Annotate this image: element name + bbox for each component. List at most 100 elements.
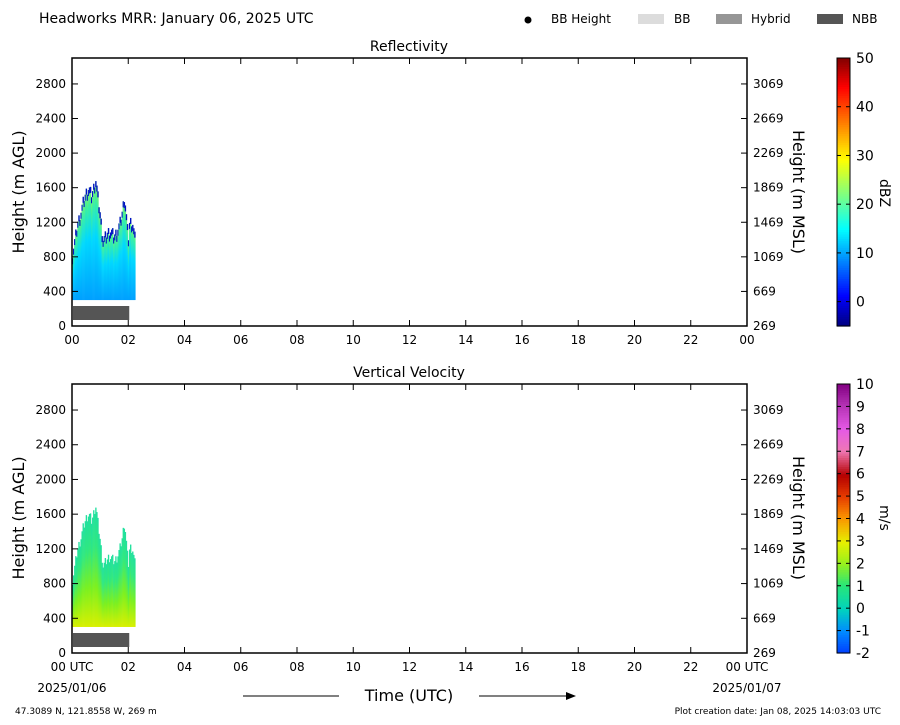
reflectivity-echo-edge — [117, 229, 119, 236]
reflectivity-colorbar-segment — [837, 116, 850, 119]
velocity-colorbar-segment — [837, 623, 850, 627]
reflectivity-echo-edge — [92, 191, 94, 198]
reflectivity-colorbar-segment — [837, 303, 850, 307]
reflectivity-colorbar-segment — [837, 267, 850, 271]
legend-label-nbb: NBB — [852, 12, 877, 26]
velocity-colorbar-segment — [837, 422, 850, 425]
reflectivity-colorbar-segment — [837, 194, 850, 198]
reflectivity-echo-column — [119, 216, 121, 301]
reflectivity-echo-edge — [100, 218, 102, 225]
velocity-colorbar-tick-label: 1 — [856, 579, 865, 595]
reflectivity-echo-column — [102, 240, 104, 301]
reflectivity-ytick-label: 2000 — [35, 146, 66, 160]
reflectivity-panel: Reflectivity 040080012001600200024002800… — [9, 39, 892, 347]
velocity-echo-column — [114, 561, 116, 627]
reflectivity-echo-edge — [131, 226, 133, 233]
reflectivity-colorbar-segment — [837, 283, 850, 287]
velocity-echo-column — [109, 559, 112, 627]
reflectivity-colorbar-segment — [837, 62, 850, 66]
reflectivity-echo-column — [108, 235, 111, 301]
reflectivity-colorbar-segment — [837, 93, 850, 97]
velocity-colorbar-segment — [837, 536, 850, 540]
reflectivity-colorbar-segment — [837, 212, 850, 215]
reflectivity-echo-column — [114, 234, 116, 301]
reflectivity-echo-column — [97, 191, 99, 301]
reflectivity-colorbar-segment — [837, 218, 850, 222]
reflectivity-colorbar-segment — [837, 276, 850, 280]
reflectivity-colorbar-segment — [837, 138, 850, 142]
legend-marker-bb — [638, 14, 664, 24]
time-arrow-head — [566, 692, 576, 700]
reflectivity-ytick-label-right: 669 — [753, 284, 776, 298]
reflectivity-echo-edge — [127, 240, 130, 247]
reflectivity-echo-edge — [80, 212, 82, 219]
velocity-echo-column — [89, 513, 92, 627]
reflectivity-colorbar-segment — [837, 183, 850, 186]
reflectivity-colorbar-segment — [837, 198, 850, 202]
velocity-colorbar-segment — [837, 556, 850, 560]
reflectivity-xtick-label: 12 — [402, 333, 417, 347]
reflectivity-band-nbb — [73, 306, 130, 320]
reflectivity-echo-column — [74, 239, 76, 301]
reflectivity-echo-edge — [99, 212, 101, 219]
velocity-ytick-label-right: 669 — [753, 611, 776, 625]
reflectivity-echo-edge — [105, 237, 108, 244]
reflectivity-colorbar-segment — [837, 209, 850, 213]
velocity-colorbar-segment — [837, 635, 850, 638]
reflectivity-echo-column — [107, 228, 110, 301]
velocity-colorbar-segment — [837, 558, 850, 562]
velocity-echo-column — [100, 545, 102, 627]
reflectivity-colorbar-tick-label: 0 — [856, 295, 865, 311]
reflectivity-colorbar-segment — [837, 229, 850, 233]
reflectivity-colorbar-segment — [837, 113, 850, 117]
velocity-colorbar-segment — [837, 417, 850, 421]
reflectivity-echo-edge — [113, 237, 115, 244]
velocity-echo-column — [96, 512, 98, 627]
velocity-echo-column — [88, 513, 91, 627]
velocity-ytick-label-right: 3069 — [753, 403, 784, 417]
reflectivity-echo-column — [76, 230, 78, 301]
velocity-colorbar-segment — [837, 587, 850, 591]
reflectivity-echo-edge — [106, 232, 109, 239]
velocity-title: Vertical Velocity — [353, 365, 465, 381]
reflectivity-colorbar-segment — [837, 147, 850, 151]
velocity-ytick-label: 2800 — [35, 403, 66, 417]
velocity-colorbar-segment — [837, 507, 850, 511]
reflectivity-colorbar-segment — [837, 100, 850, 104]
velocity-colorbar-segment — [837, 547, 850, 551]
reflectivity-xtick-label: 00 — [64, 333, 79, 347]
velocity-ytick-label-right: 1469 — [753, 542, 784, 556]
velocity-colorbar-segment — [837, 514, 850, 517]
reflectivity-echo-edge — [74, 239, 76, 246]
reflectivity-colorbar-segment — [837, 234, 850, 238]
figure-title: Headworks MRR: January 06, 2025 UTC — [39, 11, 314, 27]
velocity-colorbar-segment — [837, 599, 850, 603]
velocity-colorbar-segment — [837, 462, 850, 466]
velocity-echo-column — [102, 567, 104, 627]
reflectivity-echo-column — [122, 201, 124, 301]
reflectivity-ytick-label-right: 3069 — [753, 77, 784, 91]
reflectivity-colorbar-segment — [837, 250, 850, 253]
velocity-echo-column — [104, 558, 107, 627]
reflectivity-xtick-label: 10 — [346, 333, 361, 347]
velocity-colorbar-segment — [837, 478, 850, 481]
reflectivity-echo-edge — [123, 202, 126, 209]
reflectivity-echo-edge — [76, 230, 78, 237]
velocity-colorbar-tick-label: 10 — [856, 377, 874, 393]
reflectivity-colorbar-segment — [837, 272, 850, 276]
velocity-xtick-label: 14 — [458, 660, 473, 674]
velocity-echo-column — [85, 515, 88, 627]
reflectivity-colorbar-segment — [837, 122, 850, 126]
velocity-colorbar-segment — [837, 482, 850, 486]
velocity-xtick-label: 00 UTC — [726, 660, 769, 674]
reflectivity-echo-column — [92, 191, 94, 301]
reflectivity-ytick-label-right: 1069 — [753, 250, 784, 264]
station-location: 47.3089 N, 121.8558 W, 269 m — [15, 707, 157, 717]
reflectivity-colorbar-segment — [837, 120, 850, 124]
velocity-colorbar: -2 -1 0 1 2 3 4 5 6 7 8 9 10 — [836, 377, 874, 662]
velocity-echo-column — [130, 544, 132, 627]
velocity-colorbar-segment — [837, 563, 850, 567]
velocity-echo-column — [120, 546, 122, 627]
velocity-colorbar-segment — [837, 630, 850, 634]
